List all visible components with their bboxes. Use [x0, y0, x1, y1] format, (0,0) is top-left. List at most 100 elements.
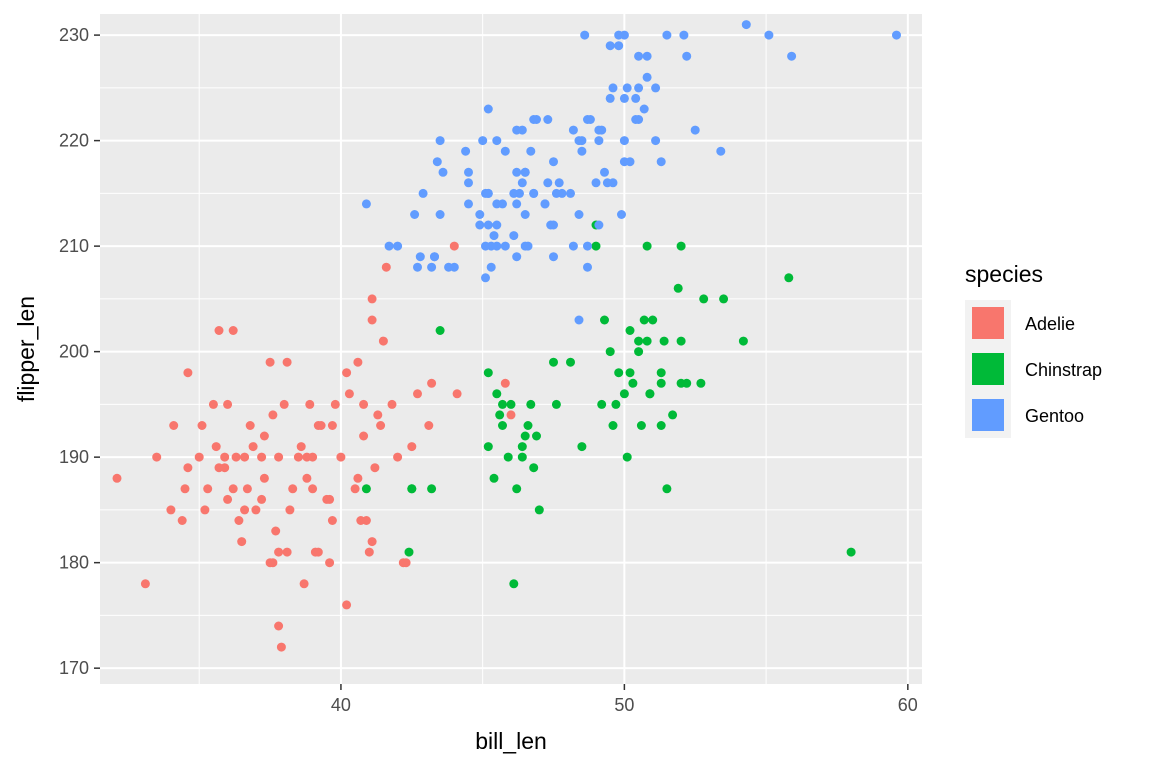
data-point — [427, 378, 437, 388]
data-point — [461, 146, 471, 156]
data-point — [509, 231, 519, 241]
data-point — [483, 220, 493, 230]
data-point — [444, 262, 454, 272]
data-point — [642, 51, 652, 61]
data-point — [526, 399, 536, 409]
data-point — [628, 378, 638, 388]
data-point — [619, 136, 629, 146]
data-point — [427, 484, 437, 494]
data-point — [566, 188, 575, 198]
data-point — [614, 368, 624, 378]
data-point — [489, 473, 499, 483]
legend-key — [972, 353, 1004, 385]
data-point — [373, 410, 383, 420]
data-point — [639, 315, 649, 325]
data-point — [520, 167, 530, 177]
data-point — [651, 83, 661, 93]
data-point — [577, 442, 587, 452]
data-point — [415, 252, 425, 262]
data-point — [211, 442, 221, 452]
y-axis-ticks: 170 180 190 200 210 220 230 — [59, 25, 100, 678]
data-point — [180, 484, 190, 494]
data-point — [549, 157, 558, 167]
data-point — [583, 241, 592, 251]
data-point — [430, 252, 439, 262]
data-point — [364, 547, 374, 557]
data-point — [614, 41, 624, 51]
data-point — [208, 399, 218, 409]
data-point — [506, 410, 516, 420]
data-point — [500, 241, 510, 251]
data-point — [690, 125, 700, 135]
data-point — [344, 389, 354, 399]
data-point — [617, 210, 626, 219]
data-point — [605, 93, 615, 103]
y-tick-label: 170 — [59, 658, 89, 678]
data-point — [526, 146, 536, 156]
data-point — [384, 241, 394, 251]
data-point — [549, 220, 558, 230]
data-point — [481, 241, 490, 251]
data-point — [512, 167, 522, 177]
data-point — [659, 336, 669, 346]
data-point — [631, 115, 641, 124]
data-point — [532, 431, 541, 441]
data-point — [427, 262, 437, 272]
data-point — [512, 484, 522, 494]
data-point — [656, 157, 666, 167]
data-point — [478, 136, 488, 146]
data-point — [353, 473, 363, 483]
data-point — [200, 505, 210, 515]
data-point — [376, 421, 386, 430]
data-point — [543, 115, 553, 124]
data-point — [350, 484, 360, 494]
data-point — [741, 20, 751, 30]
data-point — [248, 442, 258, 452]
data-point — [449, 241, 459, 251]
data-point — [764, 30, 774, 40]
data-point — [529, 188, 539, 198]
data-point — [169, 421, 179, 430]
data-point — [310, 547, 320, 557]
data-point — [892, 30, 901, 40]
data-point — [475, 210, 485, 219]
data-point — [696, 378, 706, 388]
legend-label: Adelie — [1025, 314, 1075, 334]
data-point — [367, 294, 377, 304]
data-point — [325, 558, 335, 568]
data-point — [435, 136, 445, 146]
data-point — [591, 241, 601, 251]
data-point — [591, 178, 601, 188]
data-point — [534, 505, 544, 515]
data-point — [716, 146, 726, 156]
data-point — [656, 368, 666, 378]
data-point — [274, 621, 284, 631]
data-point — [330, 399, 340, 409]
legend-title: species — [965, 261, 1043, 287]
data-point — [600, 315, 609, 325]
data-point — [492, 389, 502, 399]
data-point — [361, 199, 371, 209]
data-point — [274, 452, 284, 462]
data-point — [401, 558, 411, 568]
data-point — [634, 51, 644, 61]
data-point — [673, 283, 683, 293]
data-point — [517, 125, 527, 135]
data-point — [611, 399, 621, 409]
data-point — [245, 421, 255, 430]
data-point — [274, 547, 284, 557]
data-point — [177, 516, 187, 525]
data-point — [228, 484, 238, 494]
data-point — [407, 484, 417, 494]
legend: species Adelie Chinstrap Gentoo — [965, 261, 1102, 438]
data-point — [140, 579, 150, 589]
y-tick-label: 200 — [59, 342, 89, 362]
data-point — [214, 326, 224, 335]
data-point — [662, 30, 672, 40]
data-point — [276, 642, 286, 652]
data-point — [506, 399, 516, 409]
data-point — [495, 410, 505, 420]
data-point — [271, 526, 281, 536]
legend-items: Adelie Chinstrap Gentoo — [965, 300, 1102, 438]
data-point — [656, 421, 666, 430]
